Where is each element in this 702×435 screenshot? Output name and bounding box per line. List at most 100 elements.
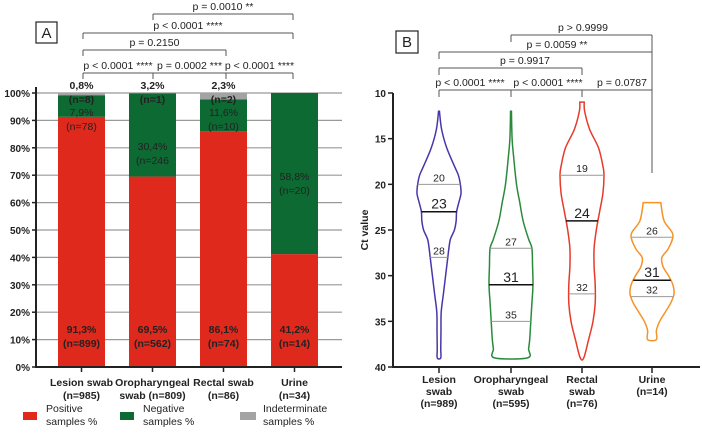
data-label-positive: (n=74)	[208, 338, 239, 350]
violin-outline	[560, 102, 604, 360]
y-tick-label: 0%	[16, 363, 31, 374]
panel-a-label: A	[41, 25, 51, 42]
category-label: swab (n=809)	[119, 390, 185, 402]
violin-outline	[489, 111, 533, 359]
data-label-indeterminate: 3,2%	[141, 80, 166, 92]
data-label-negative: 30,4%	[138, 141, 168, 153]
y-axis-title: Ct value	[359, 209, 371, 250]
y-tick-label: 30%	[10, 281, 30, 292]
y-tick-label: 40	[375, 363, 387, 374]
data-label-indeterminate: (n=1)	[140, 94, 165, 106]
data-label-negative: (n=10)	[208, 121, 239, 133]
violin-q3-label: 28	[433, 245, 445, 257]
category-label: Lesion	[422, 374, 456, 386]
violin-outline	[417, 111, 461, 359]
p-value-label: p > 0.9999	[558, 22, 608, 34]
p-value-label: p = 0.0787	[597, 77, 647, 89]
violin-median-label: 23	[431, 196, 447, 212]
p-value-label: p = 0.0002 ***	[157, 60, 222, 72]
category-label: Oropharyngeal	[115, 377, 190, 389]
data-label-positive: 69,5%	[138, 324, 168, 336]
violin-q1-label: 27	[505, 236, 517, 248]
p-value-label: p = 0.0010 **	[192, 1, 253, 13]
legend-label: samples %	[46, 416, 97, 428]
violin-median-label: 24	[574, 205, 590, 221]
y-tick-label: 20	[375, 180, 387, 191]
category-label: (n=76)	[566, 398, 597, 410]
p-value-label: p < 0.0001 ****	[83, 60, 152, 72]
category-label: swab	[569, 386, 595, 398]
violin-q1-label: 20	[433, 172, 445, 184]
data-label-negative: (n=20)	[279, 185, 310, 197]
y-tick-label: 40%	[10, 253, 30, 264]
data-label-positive: 91,3%	[67, 324, 97, 336]
panel-b-label: B	[402, 34, 412, 51]
category-label: swab	[498, 386, 524, 398]
category-label: Oropharyngeal	[474, 374, 549, 386]
category-label: (n=34)	[279, 390, 310, 402]
category-label: swab	[426, 386, 452, 398]
y-tick-label: 90%	[10, 116, 30, 127]
y-tick-label: 60%	[10, 199, 30, 210]
violin-q3-label: 32	[576, 282, 588, 294]
y-tick-label: 25	[375, 226, 387, 237]
category-label: Rectal swab	[193, 377, 254, 389]
y-tick-label: 15	[375, 135, 387, 146]
data-label-indeterminate: 0,8%	[70, 80, 95, 92]
data-label-positive: 86,1%	[209, 324, 239, 336]
legend-swatch-positive	[23, 412, 37, 420]
data-label-positive: (n=14)	[279, 338, 310, 350]
category-label: Urine	[639, 374, 666, 386]
legend-swatch-negative	[120, 412, 134, 420]
data-label-negative: (n=246	[136, 155, 169, 167]
y-tick-label: 30	[375, 272, 387, 283]
data-label-negative: 58,8%	[280, 171, 310, 183]
category-label: Rectal	[566, 374, 598, 386]
violin-median-label: 31	[644, 264, 660, 280]
category-label: (n=985)	[63, 390, 100, 402]
violin-q3-label: 32	[646, 285, 658, 297]
data-label-positive: 41,2%	[280, 324, 310, 336]
legend-label: samples %	[143, 416, 194, 428]
data-label-negative: 11,6%	[209, 107, 238, 119]
y-tick-label: 70%	[10, 171, 30, 182]
category-label: Lesion swab	[50, 377, 113, 389]
data-label-negative: (n=78)	[66, 121, 97, 133]
data-label-negative: 7,9%	[70, 107, 94, 119]
p-value-label: p < 0.0001 ****	[435, 77, 504, 89]
violin-q1-label: 26	[646, 225, 658, 237]
category-label: (n=14)	[636, 386, 667, 398]
data-label-indeterminate: (n=2)	[211, 94, 236, 106]
p-value-label: p < 0.0001 ****	[513, 77, 582, 89]
legend-label: samples %	[263, 416, 314, 428]
y-tick-label: 100%	[4, 89, 30, 100]
violin-median-label: 31	[503, 269, 519, 285]
legend-label: Negative	[143, 403, 185, 415]
data-label-positive: (n=562)	[134, 338, 171, 350]
p-value-label: p < 0.0001 ****	[225, 60, 294, 72]
p-value-label: p = 0.9917	[500, 55, 550, 67]
p-value-label: p < 0.0001 ****	[153, 20, 222, 32]
y-tick-label: 10	[375, 89, 387, 100]
legend-label: Indeterminate	[263, 403, 327, 415]
y-tick-label: 50%	[10, 226, 30, 237]
p-value-label: p = 0.0059 **	[526, 39, 587, 51]
category-label: (n=989)	[420, 398, 457, 410]
category-label: Urine	[281, 377, 308, 389]
legend-swatch-indeterminate	[240, 412, 256, 420]
legend-label: Positive	[46, 403, 83, 415]
violin-q3-label: 35	[505, 309, 517, 321]
y-tick-label: 35	[375, 317, 387, 328]
p-value-label: p = 0.2150	[130, 37, 180, 49]
y-tick-label: 20%	[10, 308, 30, 319]
y-tick-label: 10%	[10, 336, 30, 347]
violin-q1-label: 19	[576, 163, 588, 175]
category-label: (n=595)	[492, 398, 529, 410]
data-label-indeterminate: (n=8)	[69, 94, 94, 106]
data-label-positive: (n=899)	[63, 338, 100, 350]
data-label-indeterminate: 2,3%	[212, 80, 237, 92]
bar-positive	[271, 254, 318, 367]
y-tick-label: 80%	[10, 144, 30, 155]
category-label: (n=86)	[208, 390, 239, 402]
